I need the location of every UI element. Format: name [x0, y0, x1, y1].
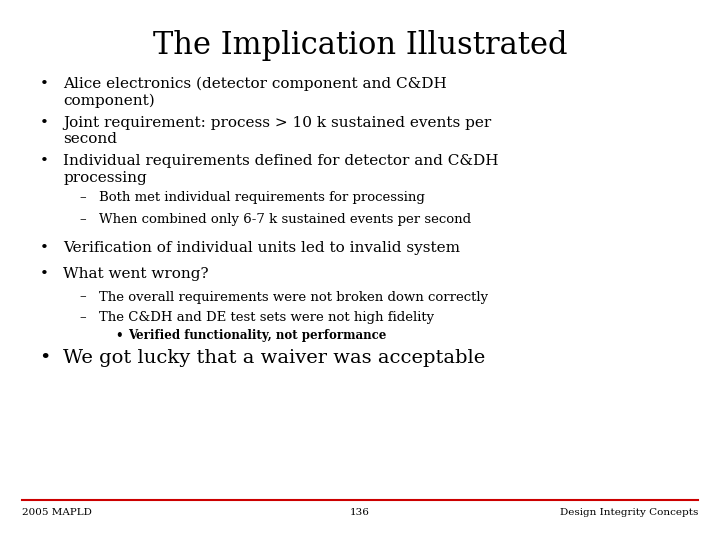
Text: •: • — [115, 329, 123, 342]
Text: The C&DH and DE test sets were not high fidelity: The C&DH and DE test sets were not high … — [99, 311, 434, 324]
Text: •: • — [40, 349, 51, 367]
Text: Verified functionality, not performance: Verified functionality, not performance — [128, 329, 387, 342]
Text: Joint requirement: process > 10 k sustained events per
second: Joint requirement: process > 10 k sustai… — [63, 116, 492, 146]
Text: Alice electronics (detector component and C&DH
component): Alice electronics (detector component an… — [63, 77, 447, 109]
Text: 136: 136 — [350, 508, 370, 517]
Text: •: • — [40, 267, 48, 281]
Text: The Implication Illustrated: The Implication Illustrated — [153, 30, 567, 60]
Text: –: – — [79, 191, 86, 204]
Text: –: – — [79, 311, 86, 324]
Text: We got lucky that a waiver was acceptable: We got lucky that a waiver was acceptabl… — [63, 349, 485, 367]
Text: –: – — [79, 213, 86, 226]
Text: •: • — [40, 116, 48, 130]
Text: Verification of individual units led to invalid system: Verification of individual units led to … — [63, 241, 460, 255]
Text: What went wrong?: What went wrong? — [63, 267, 209, 281]
Text: Individual requirements defined for detector and C&DH
processing: Individual requirements defined for dete… — [63, 154, 499, 185]
Text: –: – — [79, 291, 86, 303]
Text: Both met individual requirements for processing: Both met individual requirements for pro… — [99, 191, 426, 204]
Text: Design Integrity Concepts: Design Integrity Concepts — [560, 508, 698, 517]
Text: The overall requirements were not broken down correctly: The overall requirements were not broken… — [99, 291, 488, 303]
Text: When combined only 6-7 k sustained events per second: When combined only 6-7 k sustained event… — [99, 213, 472, 226]
Text: •: • — [40, 241, 48, 255]
Text: •: • — [40, 77, 48, 91]
Text: •: • — [40, 154, 48, 168]
Text: 2005 MAPLD: 2005 MAPLD — [22, 508, 91, 517]
